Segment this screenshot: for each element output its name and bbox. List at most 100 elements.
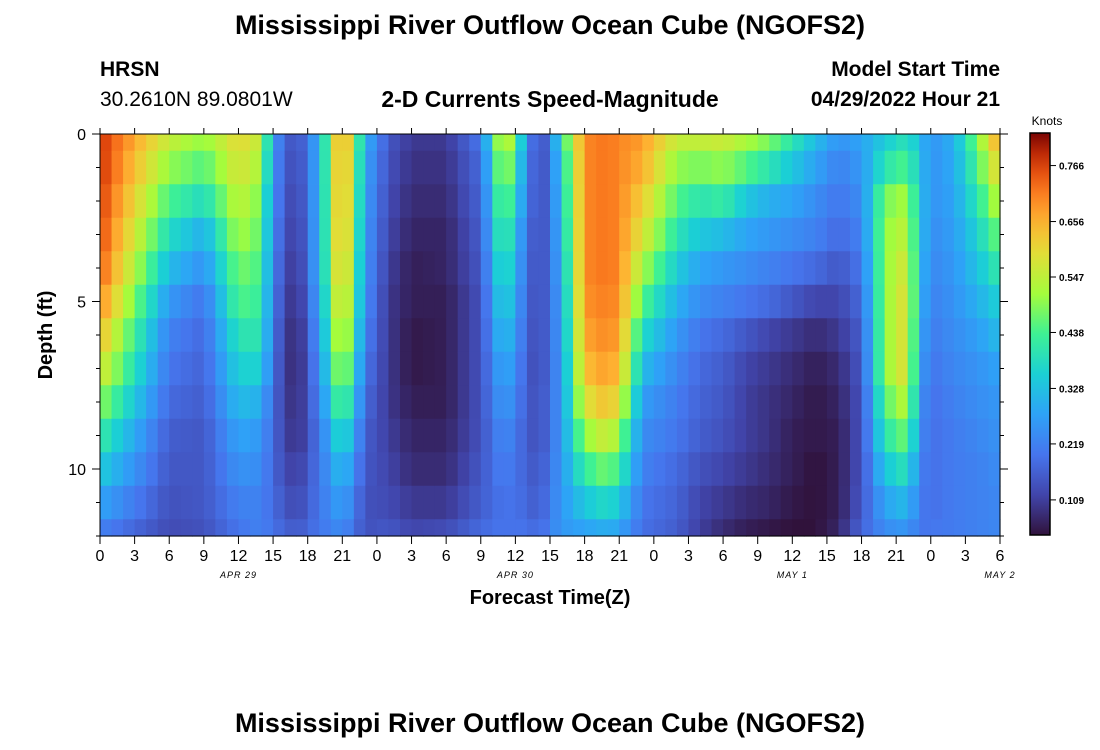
heatmap-cell [250,284,263,319]
heatmap-cell [573,351,586,386]
x-tick-label: 9 [199,548,208,565]
heatmap-cell [157,519,170,537]
heatmap-cell [526,318,540,353]
heatmap-cell [711,351,724,386]
heatmap-cell [411,284,424,319]
heatmap-cell [803,452,816,487]
heatmap-cell [111,418,124,453]
heatmap-cell [446,134,459,152]
heatmap-cell [665,284,678,319]
heatmap-cell [850,284,863,319]
heatmap-cell [376,251,390,286]
heatmap-cell [850,452,863,487]
heatmap-cell [123,318,136,353]
heatmap-cell [134,134,147,152]
heatmap-cell [919,184,932,219]
heatmap-cell [319,134,332,152]
heatmap-cell [942,184,955,219]
heatmap-cell [550,217,563,252]
heatmap-cell [319,351,332,386]
heatmap-cell [676,134,690,152]
heatmap-cell [423,284,436,319]
heatmap-cell [700,519,713,537]
heatmap-cell [226,251,240,286]
heatmap-cell [653,485,666,520]
heatmap-cell [826,452,840,487]
colorbar-tick-label: 0.328 [1059,384,1084,395]
heatmap-cell [653,184,666,219]
heatmap-cell [203,217,216,252]
heatmap-cell [734,184,747,219]
heatmap-cell [838,519,851,537]
model-start-value: 04/29/2022 Hour 21 [810,88,1000,111]
heatmap-cell [503,217,516,252]
heatmap-cell [365,217,378,252]
heatmap-cell [503,318,516,353]
heatmap-cell [850,519,863,537]
heatmap-cell [873,351,886,386]
heatmap-cell [215,519,228,537]
heatmap-cell [250,318,263,353]
heatmap-cell [284,318,297,353]
heatmap-cell [365,184,378,219]
heatmap-cell [561,385,574,420]
heatmap-cell [123,452,136,487]
heatmap-cell [353,485,366,520]
heatmap-cell [907,519,920,537]
heatmap-cell [203,150,216,185]
heatmap-cell [157,485,170,520]
heatmap-cell [723,134,736,152]
heatmap-cell [388,418,401,453]
heatmap-cell [434,217,447,252]
heatmap-cell [896,385,909,420]
heatmap-cell [180,134,193,152]
heatmap-cell [261,351,274,386]
heatmap-cell [550,150,563,185]
heatmap-cell [434,351,447,386]
heatmap-cell [376,284,390,319]
heatmap-cell [815,284,828,319]
heatmap-cell [734,134,747,152]
heatmap-cell [965,485,978,520]
heatmap-cell [134,150,147,185]
heatmap-cell [607,418,620,453]
x-tick-label: 3 [684,548,693,565]
heatmap-cell [411,318,424,353]
heatmap-cell [503,452,516,487]
heatmap-cell [480,251,493,286]
heatmap-cell [538,134,551,152]
heatmap-cell [238,318,251,353]
heatmap-cell [319,217,332,252]
heatmap-cell [515,519,528,537]
heatmap-cell [353,284,366,319]
heatmap-cell [111,519,124,537]
heatmap-cell [157,251,170,286]
heatmap-cell [515,418,528,453]
heatmap-cell [400,351,413,386]
heatmap-cell [976,184,990,219]
heatmap-cell [250,134,263,152]
heatmap-cell [826,184,840,219]
heatmap-cell [273,485,286,520]
heatmap-cell [688,184,701,219]
heatmap-cell [573,134,586,152]
heatmap-cell [630,519,643,537]
heatmap-cell [203,385,216,420]
heatmap-cell [826,519,840,537]
heatmap-cell [734,452,747,487]
heatmap-cell [665,251,678,286]
heatmap-cell [503,519,516,537]
heatmap-cell [342,318,355,353]
date-label: MAY 1 [777,570,808,580]
heatmap-cell [630,351,643,386]
heatmap-cell [965,284,978,319]
heatmap-cell [169,318,182,353]
heatmap-cell [446,519,459,537]
heatmap-cell [965,184,978,219]
heatmap-cell [953,217,966,252]
heatmap-cell [873,251,886,286]
heatmap-cell [492,134,505,152]
heatmap-cell [630,251,643,286]
heatmap-cell [169,251,182,286]
